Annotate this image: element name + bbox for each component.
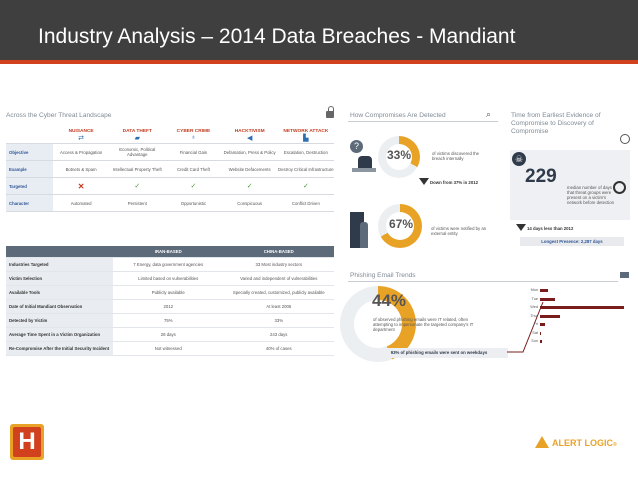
day-bar	[540, 323, 546, 326]
day-bar	[540, 331, 541, 335]
phishing-text: of observed phishing emails were IT rela…	[373, 317, 474, 333]
iran-china-comparison-table: IRAN-BASED CHINA-BASED Industries Target…	[6, 246, 334, 356]
column-header: NUISANCE ⇄	[53, 127, 110, 144]
lock-icon	[326, 106, 334, 118]
triangle-logo-icon	[535, 436, 549, 448]
threat-row-objective: Objective Access & Propagation Economic,…	[6, 143, 334, 161]
search-icon: ⌕	[486, 109, 492, 119]
comparison-row: Average Time Spent in a Victim Organizat…	[6, 327, 334, 342]
title-accent-stripe	[0, 60, 638, 64]
day-label: Tue	[531, 296, 538, 301]
threat-header-row: NUISANCE ⇄ DATA THEFT ▰ CYBER CRIME ♁ HACKT…	[6, 127, 334, 144]
column-header: CYBER CRIME ♁	[165, 127, 222, 144]
median-days-value: 229	[525, 166, 557, 187]
arrows-icon: ⇄	[78, 134, 85, 142]
median-days-text: median number of days that threat groups…	[567, 185, 615, 206]
column-header: HACKTIVISM ◀	[221, 127, 278, 144]
threat-row-character: Character Automated Persistent Opportuni…	[6, 194, 334, 212]
door-person-icon	[350, 212, 372, 250]
internal-change-text: Down from 37% in 2012	[430, 180, 478, 185]
comparison-row: Victim Selection Limited based on vulner…	[6, 271, 334, 286]
column-header: NETWORK ATTACK ▙	[277, 127, 334, 144]
divider	[348, 121, 498, 122]
megaphone-icon: ◀	[246, 134, 253, 142]
compromises-title: How Compromises Are Detected	[350, 112, 446, 119]
day-label: Wed	[530, 305, 538, 309]
phishing-day-chart: Mon Tue Wed Thur Fri Sat Sun	[530, 288, 632, 350]
threat-row-targeted: Targeted ✕ ✓ ✓ ✓ ✓	[6, 177, 334, 195]
day-bar	[540, 289, 548, 292]
day-bar	[540, 314, 561, 318]
days-change-text: 14 days less than 2012	[527, 226, 574, 231]
down-arrow-icon	[419, 178, 429, 185]
comparison-row: Re-Compromise After the Initial Security…	[6, 341, 334, 356]
day-label: Sun	[531, 339, 538, 343]
threat-landscape-table: NUISANCE ⇄ DATA THEFT ▰ CYBER CRIME ♁ HACKT…	[6, 127, 334, 212]
longest-presence-text: Longest Presence: 2,287 days	[520, 237, 624, 246]
slide-title: Industry Analysis – 2014 Data Breaches -…	[38, 25, 516, 48]
phishing-title: Phishing Email Trends	[350, 272, 416, 279]
day-label: Mon	[530, 288, 538, 292]
day-label: Sat	[532, 330, 538, 335]
skull-icon: ☠	[512, 152, 526, 166]
cross-icon: ✕	[53, 177, 110, 195]
external-percentage: 67%	[389, 217, 414, 231]
magnifier-icon	[613, 181, 626, 194]
weekday-phishing-text: 93% of phishing emails were sent on week…	[370, 348, 508, 358]
connector-line	[507, 301, 544, 353]
day-bar	[540, 297, 556, 301]
internal-detection-text: of victims discovered the breach interna…	[432, 151, 480, 162]
slide-title-bar	[0, 0, 638, 60]
comparison-row: Detected by Victim 75% 33%	[6, 313, 334, 328]
envelope-icon	[620, 272, 629, 278]
external-detection-text: of victims were notified by an external …	[431, 226, 487, 237]
time-panel-bg	[510, 150, 630, 220]
internal-percentage: 33%	[387, 148, 412, 162]
phishing-percentage: 44%	[372, 291, 407, 310]
clock-icon	[620, 134, 630, 144]
check-icon: ✓	[165, 177, 222, 195]
down-arrow-icon	[516, 224, 526, 231]
comparison-header-row: IRAN-BASED CHINA-BASED	[6, 246, 334, 258]
day-bar	[540, 306, 624, 309]
threat-landscape-title: Across the Cyber Threat Landscape	[6, 112, 112, 119]
time-evidence-title: Time from Earliest Evidence of Compromis…	[511, 112, 601, 136]
comparison-row: Industries Targeted 7 Energy, data gover…	[6, 257, 334, 272]
alert-logic-logo: ALERT LOGIC®	[531, 430, 629, 456]
day-bar	[540, 340, 542, 343]
divider	[348, 281, 618, 282]
money-bag-icon: ♁	[190, 134, 197, 141]
check-icon: ✓	[109, 177, 166, 195]
factory-icon: ▙	[303, 134, 309, 142]
detective-person-icon: ?	[350, 140, 376, 174]
brand-name: ALERT LOGIC	[552, 438, 613, 448]
threat-row-example: Example Botnets & Spam Intellectual Prop…	[6, 160, 334, 178]
folder-icon: ▰	[134, 134, 140, 142]
day-label: Thur	[530, 313, 538, 318]
check-icon: ✓	[277, 177, 334, 195]
h-logo: H	[10, 424, 44, 460]
comparison-row: Date of Initial Mandiant Observation 201…	[6, 299, 334, 314]
comparison-row: Available Tools Publicly available Speci…	[6, 285, 334, 300]
column-header: DATA THEFT ▰	[109, 127, 166, 144]
day-label: Fri	[533, 322, 538, 326]
check-icon: ✓	[221, 177, 278, 195]
